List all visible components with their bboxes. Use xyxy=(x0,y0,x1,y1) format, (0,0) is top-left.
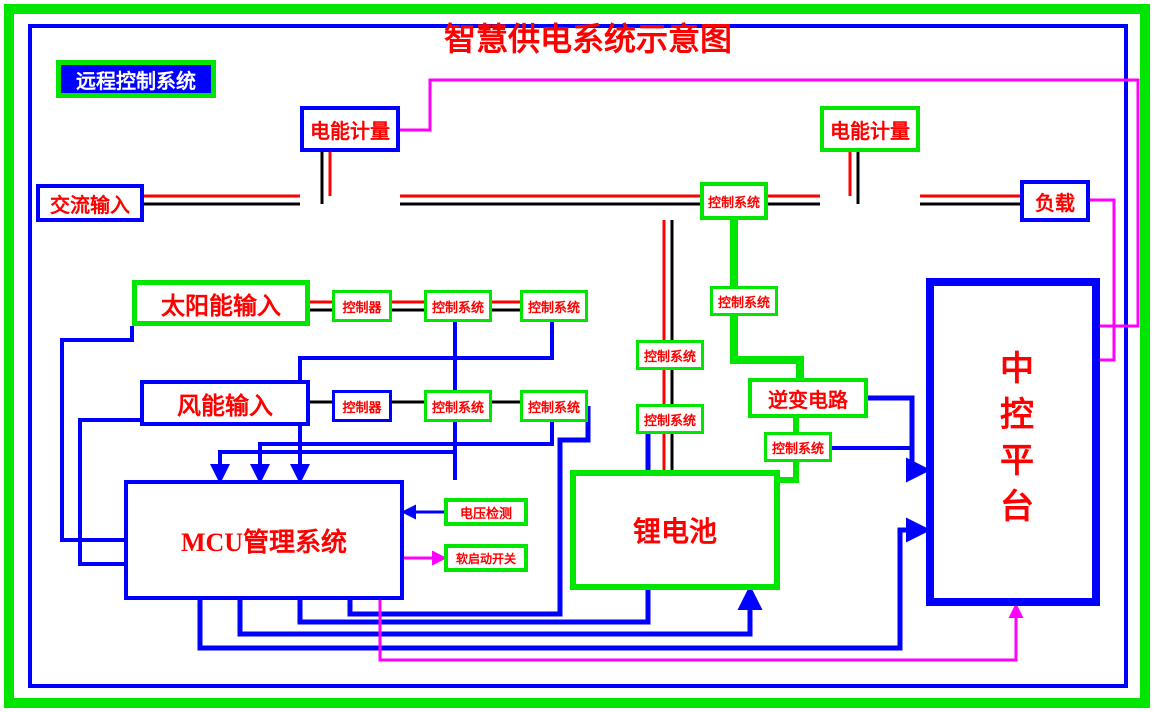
node-solar: 太阳能输入 xyxy=(132,280,310,326)
node-label: MCU管理系统 xyxy=(181,522,347,559)
node-label: 控制器 xyxy=(342,397,381,416)
node-w_ctl2: 控制系统 xyxy=(424,390,492,422)
node-label: 控制系统 xyxy=(708,192,760,211)
wire xyxy=(62,326,132,540)
node-ctrlMidL: 控制系统 xyxy=(636,340,704,370)
node-label: 控制器 xyxy=(342,297,381,316)
node-load: 负载 xyxy=(1020,180,1090,222)
node-s_ctl1: 控制器 xyxy=(332,290,392,322)
node-label: 电压检测 xyxy=(460,503,512,522)
node-label: 控制系统 xyxy=(528,297,580,316)
node-label: 锂电池 xyxy=(633,510,717,550)
node-label: 电能计量 xyxy=(310,115,390,144)
node-label: 中控平台 xyxy=(989,350,1038,534)
node-label: 控制系统 xyxy=(644,346,696,365)
node-label: 控制系统 xyxy=(718,292,770,311)
node-ctrlR2: 控制系统 xyxy=(764,432,832,462)
node-label: 负载 xyxy=(1035,187,1075,216)
node-inverter: 逆变电路 xyxy=(748,378,868,418)
wire xyxy=(734,316,800,378)
node-battery: 锂电池 xyxy=(570,470,780,590)
node-ctrlR1: 控制系统 xyxy=(710,286,778,316)
node-w_ctl3: 控制系统 xyxy=(520,390,588,422)
node-ctrlMidL2: 控制系统 xyxy=(636,404,704,434)
node-central: 中控平台 xyxy=(926,278,1100,606)
node-label: 电能计量 xyxy=(830,115,910,144)
node-label: 远程控制系统 xyxy=(76,65,196,94)
node-label: 控制系统 xyxy=(644,410,696,429)
node-soft: 软启动开关 xyxy=(444,544,528,572)
node-em1: 电能计量 xyxy=(300,106,400,152)
node-w_ctl1: 控制器 xyxy=(332,390,392,422)
node-wind: 风能输入 xyxy=(140,380,310,426)
node-label: 控制系统 xyxy=(528,397,580,416)
node-label: 太阳能输入 xyxy=(161,286,281,321)
node-acin: 交流输入 xyxy=(36,184,144,222)
node-volt: 电压检测 xyxy=(444,498,528,526)
diagram-canvas: 智慧供电系统示意图远程控制系统电能计量电能计量交流输入控制系统负载太阳能输入控制… xyxy=(0,0,1154,712)
node-remote: 远程控制系统 xyxy=(56,60,216,98)
node-label: 逆变电路 xyxy=(768,384,848,413)
node-ctrlTop: 控制系统 xyxy=(700,182,768,220)
node-label: 控制系统 xyxy=(432,297,484,316)
node-label: 交流输入 xyxy=(50,189,130,218)
node-mcu: MCU管理系统 xyxy=(124,480,404,600)
node-em2: 电能计量 xyxy=(820,106,920,152)
node-label: 控制系统 xyxy=(772,438,824,457)
wire xyxy=(868,398,926,470)
wire xyxy=(380,600,1016,660)
diagram-title: 智慧供电系统示意图 xyxy=(368,14,808,56)
node-label: 控制系统 xyxy=(432,397,484,416)
node-label: 风能输入 xyxy=(177,386,273,421)
node-s_ctl3: 控制系统 xyxy=(520,290,588,322)
node-label: 软启动开关 xyxy=(456,550,516,567)
wire xyxy=(220,422,455,480)
node-s_ctl2: 控制系统 xyxy=(424,290,492,322)
